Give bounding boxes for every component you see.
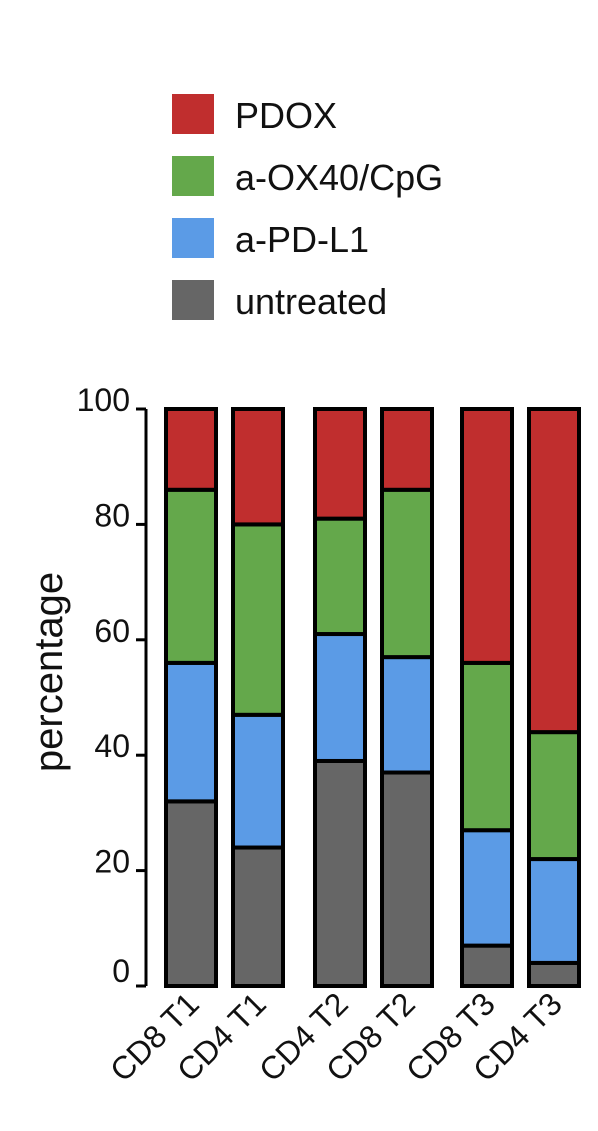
bar-segment-cd8-t1-a-pd-l1 xyxy=(164,660,218,804)
legend-label-a-ox40-cpg: a-OX40/CpG xyxy=(235,157,443,198)
bar-segment-cd4-t2-a-ox40-cpg xyxy=(313,516,367,637)
bar-cd4-t1 xyxy=(231,407,285,989)
bar-cd8-t2 xyxy=(380,407,434,989)
bar-segment-cd8-t3-pdox xyxy=(460,407,514,665)
y-tick-label: 60 xyxy=(94,613,130,649)
bar-segment-cd4-t2-untreated xyxy=(313,758,367,988)
legend-swatch-untreated xyxy=(172,280,214,320)
bar-segment-cd4-t3-a-pd-l1 xyxy=(527,857,581,965)
bar-segment-cd4-t1-a-pd-l1 xyxy=(231,712,285,850)
bar-segment-cd4-t3-a-ox40-cpg xyxy=(527,730,581,862)
bar-segment-cd8-t2-untreated xyxy=(380,770,434,989)
bar-cd4-t2 xyxy=(313,407,367,988)
legend-swatch-a-ox40-cpg xyxy=(172,156,214,196)
bar-segment-cd4-t1-pdox xyxy=(231,407,285,527)
legend-swatch-a-pd-l1 xyxy=(172,218,214,258)
legend: PDOX a-OX40/CpG a-PD-L1 untreated xyxy=(172,94,443,322)
bar-segment-cd8-t1-a-ox40-cpg xyxy=(164,487,218,665)
bar-segment-cd8-t2-a-pd-l1 xyxy=(380,655,434,775)
legend-label-a-pd-l1: a-PD-L1 xyxy=(235,219,369,260)
y-tick-label: 100 xyxy=(77,382,130,418)
y-tick-label: 20 xyxy=(94,844,130,880)
bar-segment-cd8-t3-untreated xyxy=(460,943,514,988)
legend-label-untreated: untreated xyxy=(235,281,387,322)
bar-segment-cd4-t3-untreated xyxy=(527,960,581,988)
bar-segment-cd4-t1-a-ox40-cpg xyxy=(231,522,285,717)
bar-cd8-t3 xyxy=(460,407,514,988)
legend-swatch-pdox xyxy=(172,94,214,134)
bar-segment-cd4-t2-a-pd-l1 xyxy=(313,632,367,763)
y-axis: 0 20 40 60 80 100 xyxy=(77,382,148,989)
y-tick-label: 80 xyxy=(94,497,130,533)
y-tick-label: 40 xyxy=(94,728,130,764)
bar-segment-cd8-t2-pdox xyxy=(380,407,434,492)
bar-segment-cd8-t1-untreated xyxy=(164,799,218,988)
bar-segment-cd4-t1-untreated xyxy=(231,845,285,989)
bar-segment-cd8-t3-a-ox40-cpg xyxy=(460,660,514,833)
bar-cd4-t3 xyxy=(527,407,581,988)
bar-segment-cd4-t3-pdox xyxy=(527,407,581,735)
bar-segment-cd8-t3-a-pd-l1 xyxy=(460,828,514,948)
bar-segment-cd8-t1-pdox xyxy=(164,407,218,492)
bar-segment-cd4-t2-pdox xyxy=(313,407,367,521)
y-tick-label: 0 xyxy=(112,953,130,989)
bar-cd8-t1 xyxy=(164,407,218,988)
bar-segment-cd8-t2-a-ox40-cpg xyxy=(380,487,434,660)
y-axis-label: percentage xyxy=(27,572,71,772)
bars xyxy=(164,407,581,989)
legend-label-pdox: PDOX xyxy=(235,95,337,136)
